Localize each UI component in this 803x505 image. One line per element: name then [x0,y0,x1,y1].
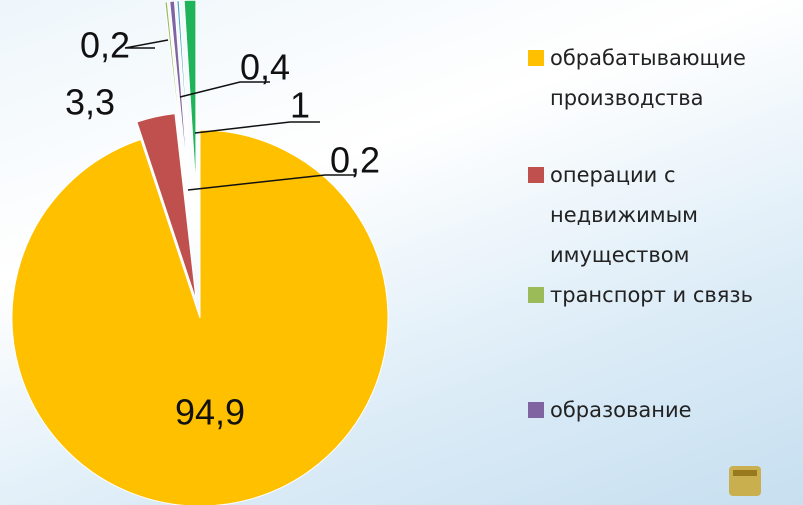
legend-swatch [528,402,544,418]
legend-label: образование [550,398,692,422]
legend-swatch [528,50,544,66]
logo [729,466,761,496]
legend-label: операции с недвижимым имуществом [550,163,699,267]
data-label: 94,9 [175,392,245,433]
legend-label: обрабатывающие производства [550,46,746,110]
data-label: 0,2 [330,140,380,181]
data-label: 0,2 [80,25,130,66]
pie-slice [164,1,187,189]
legend-swatch [528,287,544,303]
leader-line [194,121,320,134]
pie-slice [176,0,192,189]
legend-entry: обрабатывающие производства [528,38,798,118]
data-label: 3,3 [65,82,115,123]
legend-entry: образование [528,390,798,430]
leader-line [179,81,270,98]
leader-line [187,174,355,191]
pie-slice [11,129,389,505]
legend-entry: транспорт и связь [528,275,798,315]
pie-slice [136,113,197,301]
leader-line [124,39,169,49]
pie-slice [169,0,190,189]
legend-entry: операции с недвижимым имуществом [528,155,798,275]
data-label: 0,4 [240,47,290,88]
legend-label: транспорт и связь [550,283,753,307]
legend-swatch [528,167,544,183]
data-label: 1 [290,85,310,126]
